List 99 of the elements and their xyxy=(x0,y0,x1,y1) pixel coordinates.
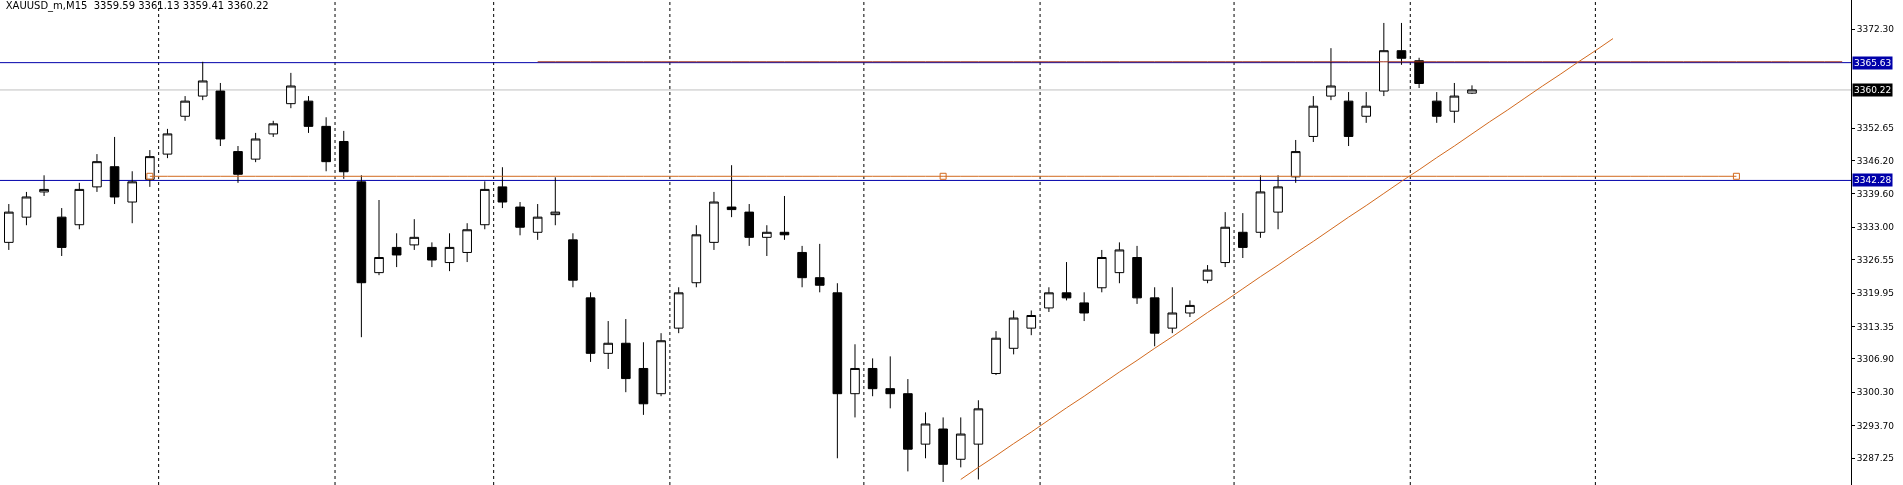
y-tick-label: 3313.35 xyxy=(1856,321,1895,332)
ref-line-label: 3365.63 xyxy=(1854,58,1892,68)
y-tick-label: 3339.60 xyxy=(1856,189,1895,200)
candlestick xyxy=(197,61,208,101)
candlestick xyxy=(180,95,190,122)
candlestick xyxy=(691,224,702,288)
y-tick-label: 3333.00 xyxy=(1856,222,1895,233)
candlestick xyxy=(4,203,14,251)
candlestick xyxy=(409,218,420,251)
candlestick xyxy=(1431,91,1442,124)
candlestick xyxy=(867,357,878,397)
candlestick xyxy=(233,145,243,184)
candlestick xyxy=(356,174,367,338)
y-tick-label: 3319.95 xyxy=(1856,288,1895,299)
candlestick xyxy=(462,222,472,263)
candlestick xyxy=(673,286,684,334)
candlestick xyxy=(1255,174,1266,239)
candlestick xyxy=(550,176,561,226)
candlestick xyxy=(603,320,613,370)
candlestick xyxy=(321,116,331,172)
candlestick xyxy=(1149,286,1160,347)
candlestick xyxy=(1026,309,1037,336)
candlestick xyxy=(1044,286,1054,313)
candlestick xyxy=(391,232,402,268)
candlestick xyxy=(920,411,931,459)
candlestick xyxy=(479,180,490,230)
chart-title: XAUUSD_m,M15 3359.59 3361.13 3359.41 3360.22 xyxy=(5,0,269,13)
candlestick xyxy=(1308,95,1319,143)
candlestick xyxy=(21,191,32,226)
candlestick xyxy=(709,191,719,251)
candlestick xyxy=(1061,261,1072,301)
candlestick xyxy=(39,174,49,197)
candlestick xyxy=(74,182,85,230)
candlestick xyxy=(1185,299,1195,318)
candlestick xyxy=(427,241,437,268)
candlestick xyxy=(1202,264,1213,284)
candlestick xyxy=(1414,57,1424,89)
candlestick xyxy=(973,399,984,480)
candlestick xyxy=(1167,286,1178,334)
y-tick-label: 3372.30 xyxy=(1856,24,1895,35)
y-tick-label: 3306.90 xyxy=(1856,354,1895,365)
candlestick xyxy=(497,166,508,209)
candlestick xyxy=(797,245,807,288)
candlestick xyxy=(532,203,543,241)
candlestick xyxy=(779,195,790,241)
candlestick xyxy=(938,416,948,483)
y-tick-label: 3326.55 xyxy=(1856,254,1895,265)
candlestick xyxy=(286,72,296,109)
candlestick xyxy=(1290,139,1301,184)
y-tick-label: 3293.70 xyxy=(1856,420,1895,431)
candlestick xyxy=(127,170,138,224)
candlestick xyxy=(744,203,755,247)
candlestick xyxy=(568,232,578,288)
candlestick xyxy=(656,332,666,397)
candlestick xyxy=(850,343,860,418)
candlestick xyxy=(814,243,825,293)
candlestick xyxy=(1008,309,1019,355)
candlestick xyxy=(955,416,966,468)
candlestick xyxy=(444,232,455,272)
candlestick xyxy=(638,341,649,416)
candlestick xyxy=(303,95,314,134)
y-tick-label: 3346.20 xyxy=(1856,155,1895,166)
candlestick xyxy=(585,291,596,363)
candlestick xyxy=(726,164,737,218)
candlestick xyxy=(1343,91,1354,147)
candlestick xyxy=(1079,291,1089,322)
candlestick xyxy=(1114,241,1125,284)
y-tick-label: 3287.25 xyxy=(1856,453,1895,464)
candlestick xyxy=(832,282,843,459)
candlestick xyxy=(885,355,896,409)
y-tick-label: 3300.30 xyxy=(1856,387,1895,398)
candlestick xyxy=(109,136,120,205)
candlestick xyxy=(268,120,279,138)
candlestick xyxy=(515,201,525,236)
candlestick xyxy=(56,207,67,257)
candlestick xyxy=(991,330,1001,376)
candlestick xyxy=(903,378,913,472)
candlestick xyxy=(621,318,631,393)
candlestick xyxy=(1273,174,1283,230)
candlestick xyxy=(1449,82,1460,124)
candlestick xyxy=(1379,22,1389,97)
candlestick xyxy=(374,199,384,276)
candlestick xyxy=(1467,84,1477,95)
candlestick xyxy=(1326,47,1336,101)
candlestick xyxy=(1361,91,1372,124)
candlestick xyxy=(1096,249,1107,293)
candlestick xyxy=(1132,245,1142,305)
candlestick xyxy=(338,130,349,180)
candlestick xyxy=(762,224,772,257)
y-tick-label: 3352.65 xyxy=(1856,123,1895,134)
candlestick xyxy=(1238,212,1248,259)
candlestick xyxy=(1396,22,1407,66)
candlestick xyxy=(215,82,226,147)
ref-line-label: 3342.28 xyxy=(1854,175,1892,185)
candlestick xyxy=(250,132,261,163)
candlestick xyxy=(1220,211,1230,268)
ref-line-label: 3360.22 xyxy=(1854,85,1892,95)
candlestick xyxy=(92,153,102,193)
candlestick xyxy=(162,128,173,159)
